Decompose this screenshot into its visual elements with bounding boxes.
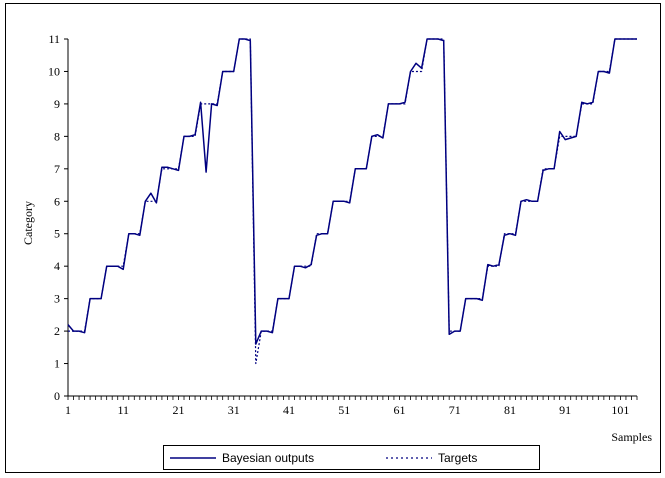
x-tick-label: 11 [117,403,129,417]
y-tick-label: 10 [48,64,60,78]
legend-label-bayesian-outputs: Bayesian outputs [222,450,315,465]
y-tick-label: 0 [54,389,60,403]
y-tick-label: 1 [54,357,60,371]
y-tick-label: 7 [54,162,60,176]
y-tick-label: 3 [54,292,60,306]
legend-item-targets: Targets [386,446,477,469]
y-tick-label: 8 [54,129,60,143]
x-tick-label: 101 [611,403,629,417]
series-layer [67,38,637,365]
x-tick-label: 51 [338,403,350,417]
y-tick-label: 6 [54,194,60,208]
y-tick-label: 9 [54,97,60,111]
legend-item-bayesian-outputs: Bayesian outputs [170,446,314,469]
legend-swatch-solid [170,456,216,459]
chart-frame: 0 1 2 3 4 5 6 7 8 9 10 11 1 11 21 31 41 51 61 71 81 91 101 Ca… [5,3,661,473]
y-tick-label: 5 [54,227,60,241]
legend: Bayesian outputs Targets [163,445,540,470]
x-axis-label: Samples [611,430,652,444]
legend-swatch-dotted [386,456,432,459]
x-tick-label: 61 [393,403,405,417]
y-axis: 0 1 2 3 4 5 6 7 8 9 10 11 [48,32,69,403]
y-axis-label: Category [21,201,35,245]
y-tick-label: 11 [48,32,60,46]
x-tick-label: 81 [504,403,516,417]
x-tick-label: 71 [449,403,461,417]
y-tick-label: 4 [54,259,60,273]
legend-label-targets: Targets [438,450,478,465]
x-tick-label: 91 [559,403,571,417]
x-axis: 1 11 21 31 41 51 61 71 81 91 101 [65,395,638,417]
x-tick-label: 1 [65,403,71,417]
x-tick-label: 41 [283,403,295,417]
series-line-bayesian-outputs [67,38,637,345]
y-tick-label: 2 [54,324,60,338]
series-line-targets [68,38,637,365]
x-tick-label: 21 [172,403,184,417]
x-tick-label: 31 [228,403,240,417]
